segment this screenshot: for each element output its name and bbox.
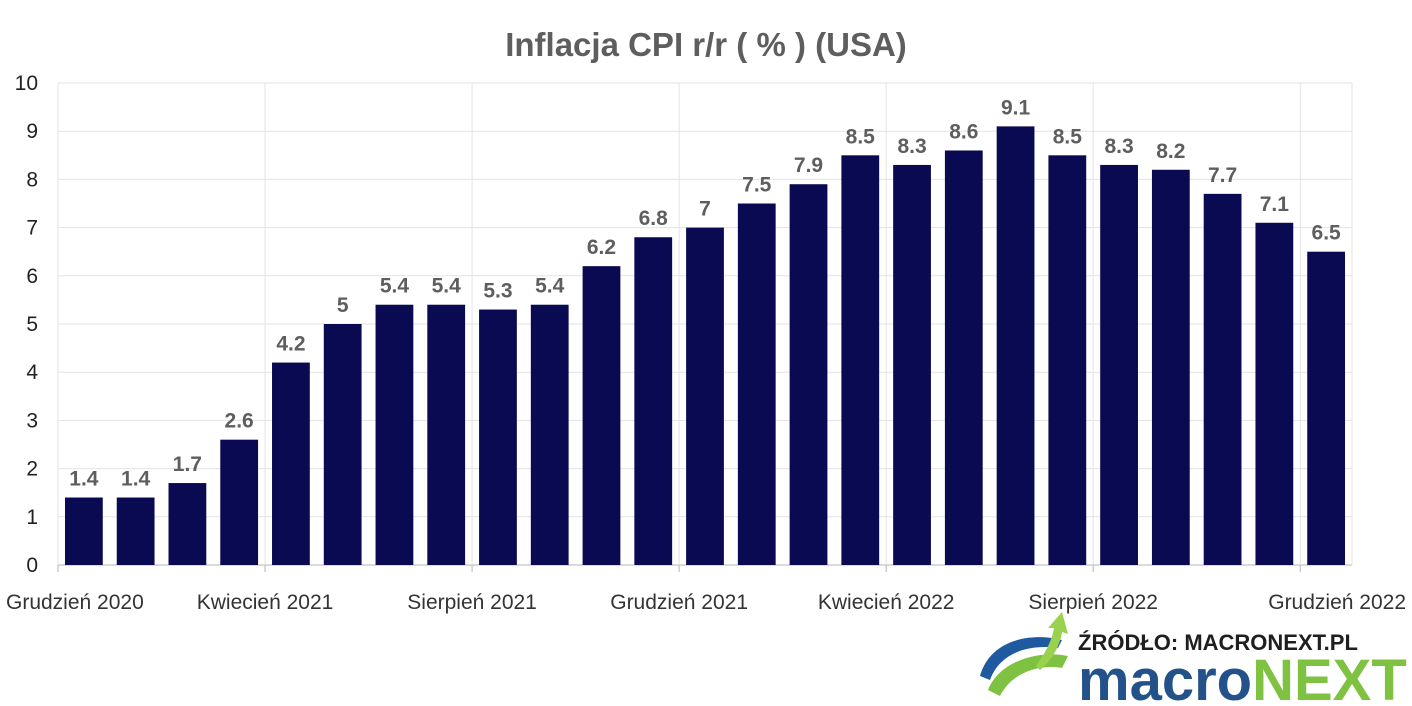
data-label: 7 xyxy=(699,198,711,221)
bar xyxy=(1151,169,1190,565)
bars xyxy=(64,126,1346,566)
x-tick-label: Sierpień 2022 xyxy=(1028,591,1158,614)
bar xyxy=(737,203,776,565)
data-label: 4.2 xyxy=(276,333,305,356)
data-label: 6.8 xyxy=(639,207,669,230)
data-labels: 1.4 1.4 1.7 2.6 4.2 5 5.4 5.4 5.3 5.4 6.2 6.8 7 7.5 7.… xyxy=(69,96,1341,490)
data-label: 5.4 xyxy=(380,275,410,298)
data-label: 7.5 xyxy=(742,174,772,197)
data-label: 5.4 xyxy=(535,275,565,298)
bar xyxy=(1255,222,1294,565)
x-tick-label: Grudzień 2020 xyxy=(6,591,144,614)
logo-swoosh-icon xyxy=(980,612,1068,696)
bar xyxy=(375,304,414,565)
brand-wordmark: macroNEXT xyxy=(1078,648,1407,706)
bar xyxy=(64,497,103,565)
y-tick-label: 2 xyxy=(26,458,38,481)
x-axis-ticks: Grudzień 2020 Kwiecień 2021 Sierpień 2021 G… xyxy=(6,591,1406,614)
bar xyxy=(582,266,621,565)
bar xyxy=(220,439,259,565)
x-tick-label: Sierpień 2021 xyxy=(407,591,537,614)
data-label: 7.9 xyxy=(794,154,823,177)
x-tick-label: Grudzień 2021 xyxy=(610,591,748,614)
data-label: 8.5 xyxy=(846,125,876,148)
brand-part-next: NEXT xyxy=(1252,648,1407,706)
data-label: 7.7 xyxy=(1208,164,1237,187)
data-label: 2.6 xyxy=(225,410,254,433)
bar xyxy=(789,184,828,565)
data-label: 5.4 xyxy=(432,275,462,298)
y-tick-label: 9 xyxy=(26,120,38,143)
y-tick-label: 6 xyxy=(26,265,38,288)
y-tick-label: 1 xyxy=(26,506,38,529)
bar xyxy=(1100,164,1138,565)
y-axis-ticks: 0 1 2 3 4 5 6 7 8 9 10 xyxy=(15,72,39,577)
y-tick-label: 10 xyxy=(15,72,38,95)
chart-title: Inflacja CPI r/r ( % ) (USA) xyxy=(505,26,907,63)
bar xyxy=(272,362,310,565)
data-label: 1.4 xyxy=(69,468,99,491)
data-label: 5.3 xyxy=(483,280,512,303)
bar xyxy=(323,324,362,565)
y-tick-label: 3 xyxy=(26,409,38,432)
data-label: 8.2 xyxy=(1156,140,1185,163)
bar xyxy=(427,304,466,565)
y-tick-label: 0 xyxy=(26,554,38,577)
data-label: 7.1 xyxy=(1260,193,1290,216)
bar xyxy=(1203,193,1242,566)
bar xyxy=(841,155,880,566)
bar xyxy=(996,126,1035,565)
data-label: 8.3 xyxy=(1104,135,1133,158)
bar xyxy=(530,304,569,565)
bar xyxy=(168,483,207,565)
data-label: 8.6 xyxy=(949,120,978,143)
data-label: 6.2 xyxy=(587,236,616,259)
bar xyxy=(479,309,517,565)
data-label: 8.3 xyxy=(897,135,926,158)
data-label: 5 xyxy=(337,294,349,317)
data-label: 9.1 xyxy=(1001,96,1031,119)
y-tick-label: 8 xyxy=(26,168,38,191)
bar xyxy=(1048,155,1087,566)
data-label: 1.7 xyxy=(173,453,202,476)
x-tick-label: Grudzień 2022 xyxy=(1268,591,1406,614)
bar xyxy=(944,150,983,566)
x-tick-label: Kwiecień 2021 xyxy=(197,591,334,614)
source-text: ŹRÓDŁO: MACRONEXT.PL xyxy=(1078,630,1358,655)
y-tick-label: 4 xyxy=(26,361,38,384)
y-tick-label: 7 xyxy=(26,217,38,240)
brand-part-macro: macro xyxy=(1078,648,1252,706)
bar xyxy=(893,164,931,565)
bar xyxy=(1307,251,1346,565)
source-logo: ŹRÓDŁO: MACRONEXT.PL macroNEXT xyxy=(980,612,1407,706)
bar xyxy=(116,497,155,565)
bar xyxy=(634,237,673,566)
data-label: 8.5 xyxy=(1053,125,1083,148)
data-label: 6.5 xyxy=(1312,222,1342,245)
data-label: 1.4 xyxy=(121,468,151,491)
bar xyxy=(686,227,724,565)
x-tick-label: Kwiecień 2022 xyxy=(818,591,955,614)
y-tick-label: 5 xyxy=(26,313,38,336)
